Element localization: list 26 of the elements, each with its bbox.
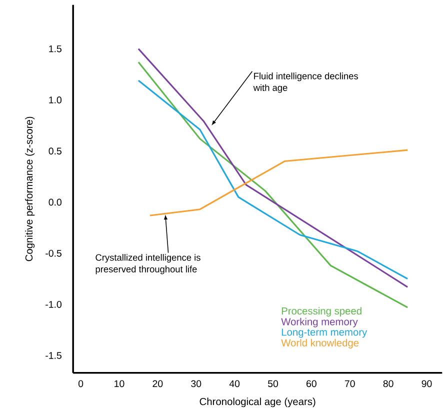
x-tick-label: 0 — [78, 380, 84, 388]
y-tick-label: 1.0 — [49, 96, 62, 104]
annotation: Fluid intelligence declines with age — [253, 72, 358, 93]
text: World knowledge — [281, 339, 359, 349]
text: Long-term memory — [282, 328, 368, 338]
line-series — [149, 149, 408, 216]
annotation: Crystallized intelligence is preserved throughout life — [96, 254, 200, 274]
y-tick-label: 0.5 — [48, 148, 62, 155]
x-tick-label: 60 — [306, 380, 316, 388]
y-tick-label: -0.5 — [46, 250, 62, 257]
x-tick-label: 30 — [191, 380, 202, 388]
text: Working memory — [281, 318, 358, 328]
x-tick-label: 90 — [422, 380, 432, 388]
y-tick-label: 0.0 — [48, 198, 62, 206]
y-tick-label: -1.5 — [46, 352, 62, 360]
x-axis-title: Chronological age (years) — [200, 398, 316, 408]
x-tick-label: 80 — [383, 380, 394, 388]
x-tick-label: 70 — [344, 380, 355, 388]
x-tick-label: 20 — [152, 380, 163, 388]
text: Processing speed — [282, 307, 362, 317]
x-tick-label: 40 — [229, 380, 240, 388]
y-tick-label: -1.0 — [46, 301, 62, 308]
x-tick-label: 10 — [114, 380, 124, 388]
x-tick-label: 50 — [268, 380, 278, 388]
y-axis-title: Cognitive performance (z-score) — [25, 116, 35, 262]
y-tick-label: 1.5 — [49, 46, 62, 52]
